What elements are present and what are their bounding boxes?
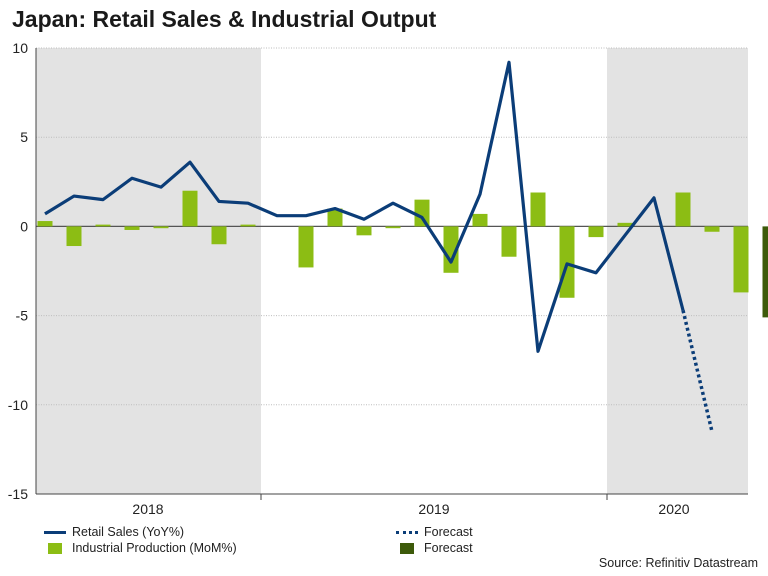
legend-label-retail-forecast: Forecast <box>424 525 473 539</box>
industrial-bar <box>327 208 343 227</box>
industrial-bar <box>443 226 459 273</box>
legend-item-retail: Retail Sales (YoY%) <box>44 525 184 539</box>
legend-swatch-retail-forecast <box>396 530 418 534</box>
x-tick-label-2018: 2018 <box>132 501 163 517</box>
x-tick-label-2019: 2019 <box>418 501 449 517</box>
legend-item-industrial: Industrial Production (MoM%) <box>44 541 237 555</box>
industrial-bar <box>66 226 82 247</box>
y-tick-label: -15 <box>8 486 28 502</box>
legend-item-industrial-forecast: Forecast <box>396 541 473 555</box>
industrial-bar <box>472 213 488 227</box>
industrial-bar <box>588 226 604 238</box>
y-tick-label: -5 <box>16 308 29 324</box>
industrial-bar <box>153 226 169 229</box>
retail-forecast-line <box>681 309 714 432</box>
industrial-bar <box>37 221 53 227</box>
y-tick-label: 10 <box>12 40 28 56</box>
y-tick-label: -10 <box>8 397 28 413</box>
legend-swatch-industrial <box>48 542 62 554</box>
x-tick-label-2020: 2020 <box>658 501 689 517</box>
legend-label-retail: Retail Sales (YoY%) <box>72 525 185 539</box>
industrial-bar <box>240 224 256 227</box>
industrial-bar <box>385 226 401 229</box>
legend-item-retail-forecast: Forecast <box>396 525 473 539</box>
industrial-bar <box>559 226 575 298</box>
legend-swatch-retail <box>44 530 66 534</box>
industrial-bar <box>501 226 517 257</box>
legend-swatch-industrial-forecast <box>400 542 414 554</box>
industrial-bar <box>95 224 111 227</box>
industrial-bar <box>414 199 430 227</box>
legend-label-industrial-forecast: Forecast <box>424 541 473 555</box>
legend-label-industrial: Industrial Production (MoM%) <box>72 541 237 555</box>
y-tick-label: 0 <box>20 218 28 234</box>
y-tick-label: 5 <box>20 129 28 145</box>
source-note: Source: Refinitiv Datastream <box>598 556 758 570</box>
shaded-period-2020 <box>607 48 748 494</box>
industrial-bar <box>182 190 198 227</box>
industrial-bar <box>356 226 372 236</box>
industrial-bar <box>124 226 140 230</box>
industrial-bar <box>617 222 633 227</box>
industrial-bar <box>733 226 749 293</box>
industrial-forecast-bar <box>762 226 768 318</box>
industrial-bar <box>298 226 314 268</box>
chart-title: Japan: Retail Sales & Industrial Output <box>12 6 437 32</box>
industrial-bar <box>704 226 720 232</box>
industrial-bar <box>530 192 546 227</box>
industrial-bar <box>675 192 691 227</box>
industrial-bar <box>211 226 227 245</box>
shaded-period-2018 <box>36 48 261 494</box>
